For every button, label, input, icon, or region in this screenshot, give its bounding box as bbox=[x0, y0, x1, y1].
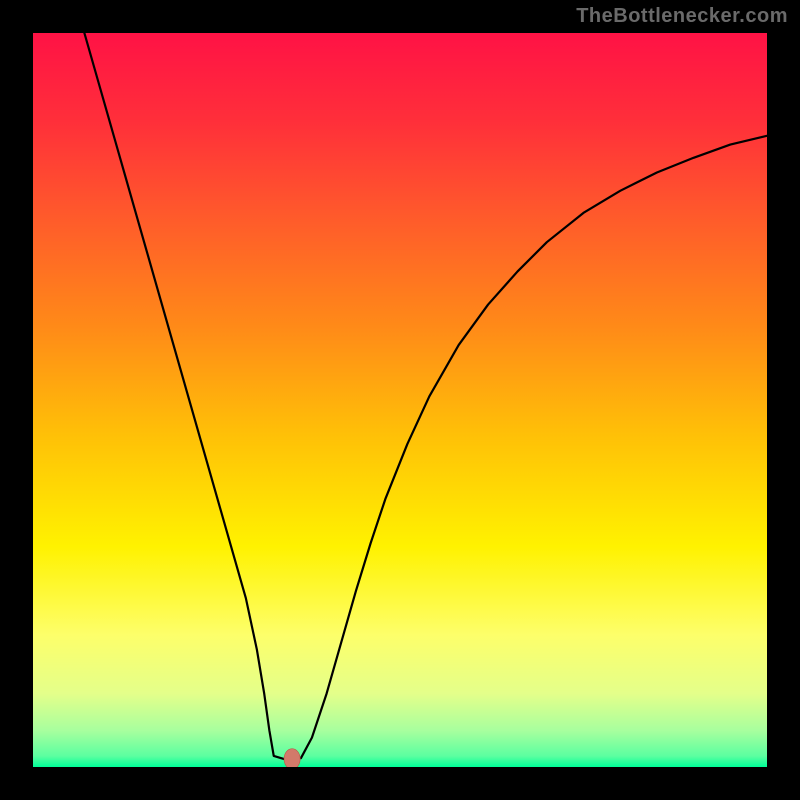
optimal-point-marker bbox=[284, 749, 300, 767]
watermark-text: TheBottlenecker.com bbox=[576, 5, 788, 28]
chart-svg bbox=[33, 33, 767, 767]
gradient-background bbox=[33, 33, 767, 767]
plot-area bbox=[33, 33, 767, 767]
bottleneck-chart: TheBottlenecker.com bbox=[0, 0, 800, 800]
